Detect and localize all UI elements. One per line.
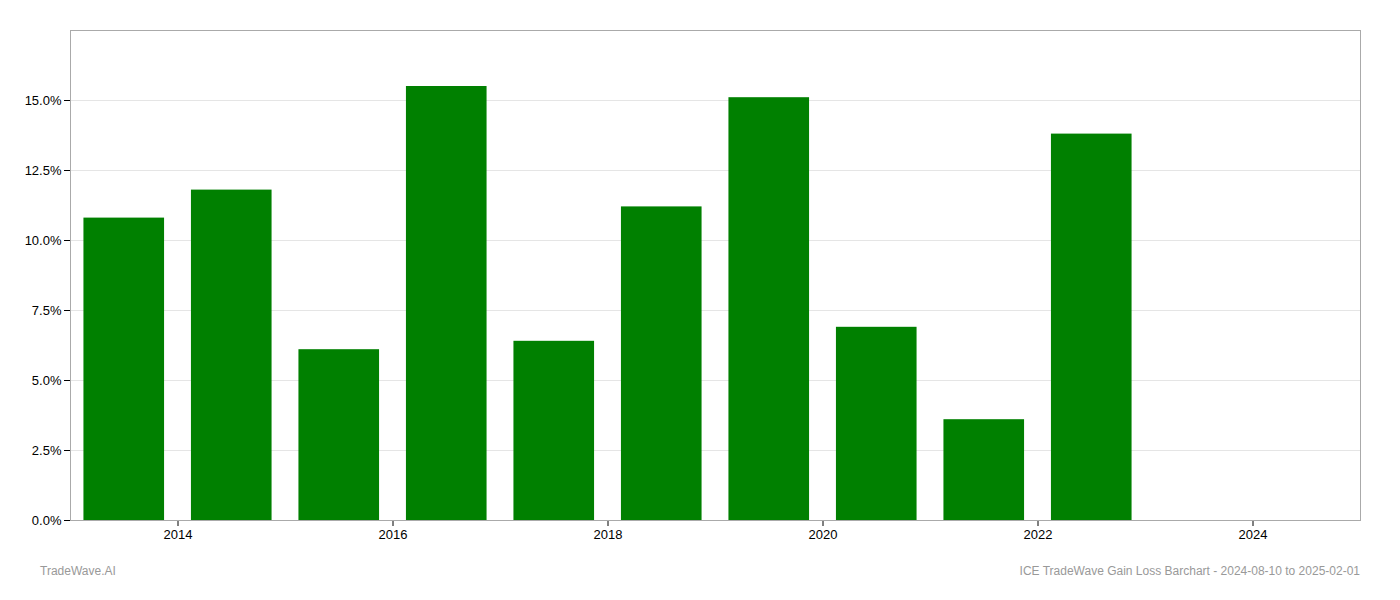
svg-text:2.5%: 2.5%	[32, 443, 62, 458]
html-text:ICE TradeWave Gain Loss Barcha: ICE TradeWave Gain Loss Barchart - 2024-…	[1019, 564, 1360, 578]
svg-text:5.0%: 5.0%	[32, 373, 62, 388]
svg-text:0.0%: 0.0%	[32, 513, 62, 528]
svg-text:7.5%: 7.5%	[32, 303, 62, 318]
html-text:TradeWave.AI: TradeWave.AI	[40, 564, 116, 578]
svg-text:2022: 2022	[1024, 527, 1053, 542]
svg-text:2020: 2020	[809, 527, 838, 542]
svg-text:15.0%: 15.0%	[25, 93, 62, 108]
svg-text:12.5%: 12.5%	[25, 163, 62, 178]
svg-text:2014: 2014	[164, 527, 193, 542]
svg-text:2024: 2024	[1239, 527, 1268, 542]
svg-text:2016: 2016	[379, 527, 408, 542]
svg-text:10.0%: 10.0%	[25, 233, 62, 248]
svg-text:2018: 2018	[594, 527, 623, 542]
